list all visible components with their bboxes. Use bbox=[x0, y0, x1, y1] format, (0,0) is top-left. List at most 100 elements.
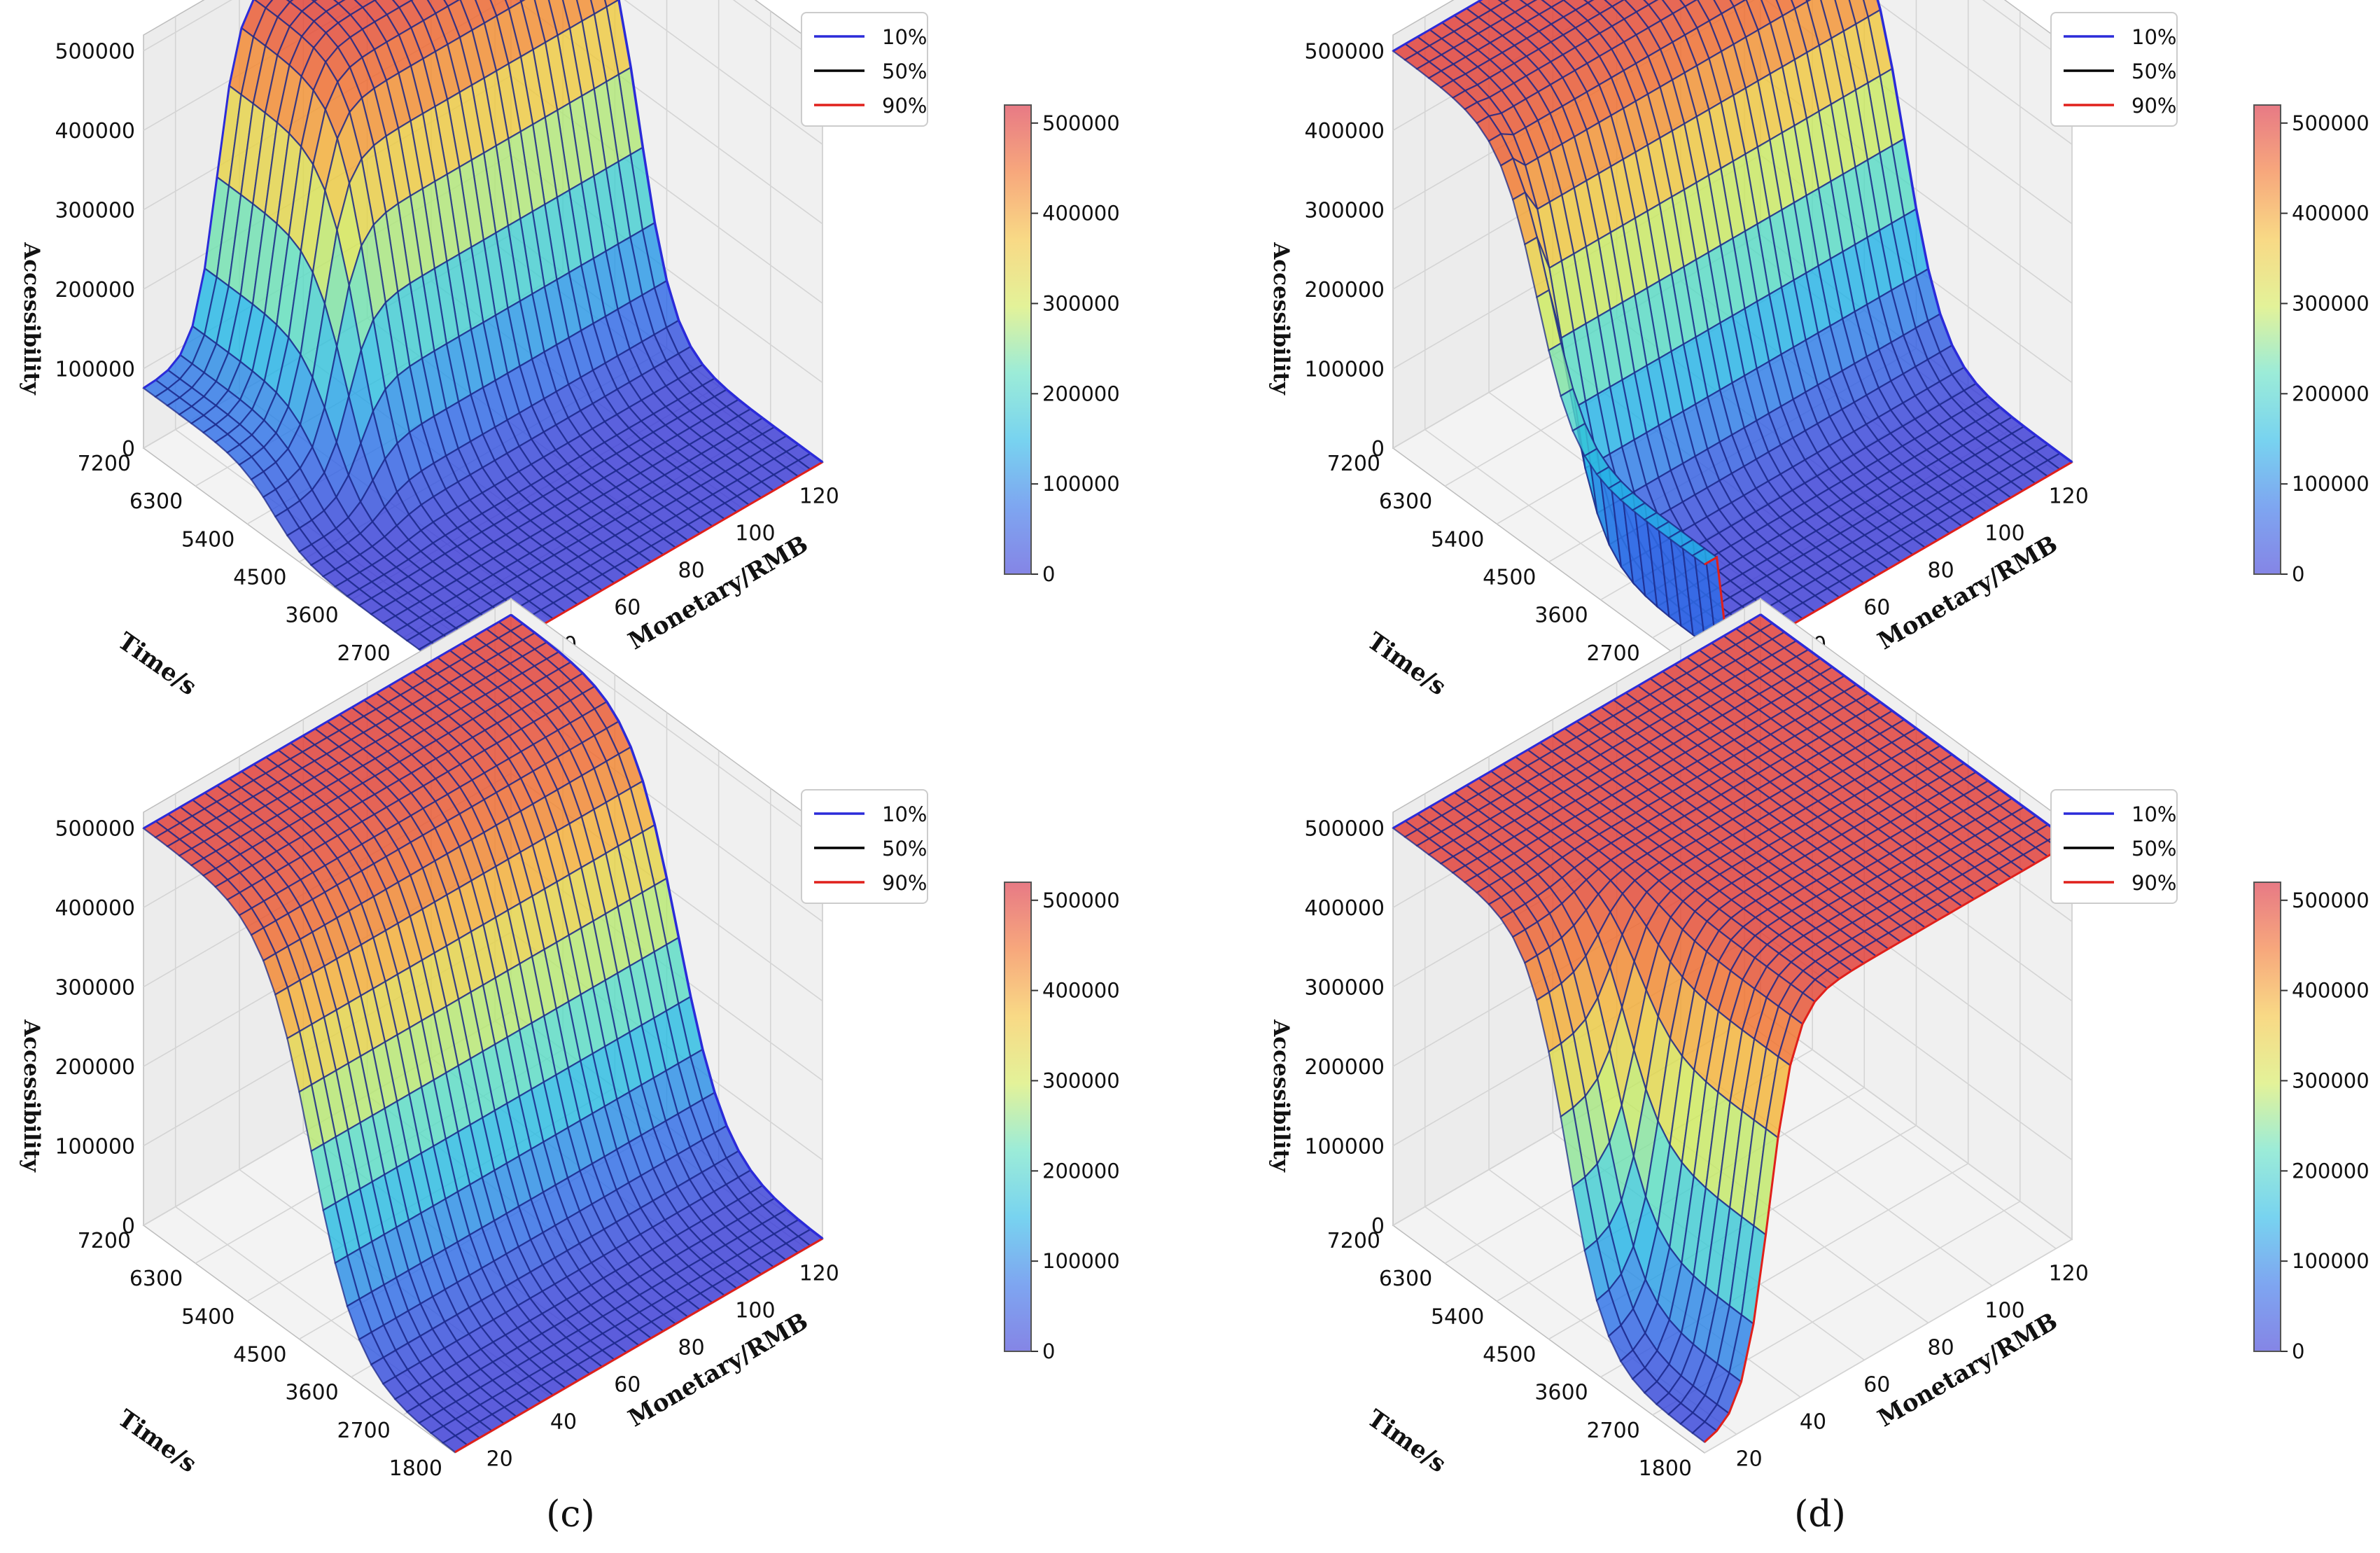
colorbar-bar bbox=[1004, 882, 1031, 1351]
time-tick-label: 2700 bbox=[1586, 641, 1639, 666]
time-axis-title: Time/s bbox=[1362, 627, 1451, 702]
z-axis-title: Accessibility bbox=[19, 1019, 44, 1173]
monetary-tick-label: 120 bbox=[2049, 1261, 2089, 1286]
colorbar-tick-label: 200000 bbox=[2292, 1159, 2370, 1183]
colorbar-tick-label: 200000 bbox=[1042, 1159, 1120, 1183]
time-tick-label: 6300 bbox=[130, 1267, 183, 1291]
z-tick-label: 100000 bbox=[1304, 1135, 1385, 1159]
colorbar-tick-label: 500000 bbox=[1042, 889, 1120, 912]
legend-label: 90% bbox=[882, 94, 927, 118]
colorbar-bar bbox=[1004, 105, 1031, 574]
z-tick-label: 100000 bbox=[55, 1135, 135, 1159]
colorbar-tick-label: 400000 bbox=[1042, 979, 1120, 1003]
legend-label: 50% bbox=[2132, 837, 2176, 861]
legend-label: 90% bbox=[2132, 871, 2176, 895]
z-tick-label: 500000 bbox=[55, 817, 135, 842]
legend: 10% 50% 90% bbox=[802, 790, 927, 903]
colorbar-tick-label: 300000 bbox=[2292, 291, 2370, 315]
monetary-tick-label: 40 bbox=[550, 1409, 577, 1434]
colorbar-tick-label: 400000 bbox=[1042, 202, 1120, 225]
monetary-tick-label: 60 bbox=[614, 1372, 640, 1397]
z-axis-title: Accessibility bbox=[1268, 242, 1294, 396]
legend-label: 90% bbox=[882, 871, 927, 895]
z-tick-label: 400000 bbox=[1304, 119, 1385, 144]
colorbar-tick-label: 100000 bbox=[1042, 472, 1120, 496]
time-tick-label: 4500 bbox=[1483, 1343, 1536, 1367]
colorbar-bar bbox=[2254, 105, 2281, 574]
time-tick-label: 1800 bbox=[389, 1456, 442, 1481]
monetary-tick-label: 20 bbox=[1736, 1447, 1763, 1472]
colorbar-tick-label: 500000 bbox=[1042, 111, 1120, 135]
time-tick-label: 5400 bbox=[181, 1304, 234, 1329]
colorbar-tick-label: 100000 bbox=[1042, 1249, 1120, 1273]
monetary-tick-label: 80 bbox=[678, 558, 705, 583]
colorbar-tick-label: 500000 bbox=[2292, 889, 2370, 912]
colorbar: 0 100000 200000 300000 400000 500000 bbox=[2254, 105, 2370, 586]
monetary-tick-label: 100 bbox=[1984, 1298, 2024, 1323]
time-tick-label: 1800 bbox=[1639, 1456, 1692, 1481]
time-tick-label: 5400 bbox=[1431, 527, 1484, 552]
colorbar-tick-label: 300000 bbox=[1042, 291, 1120, 315]
monetary-tick-label: 100 bbox=[1984, 521, 2024, 545]
monetary-tick-label: 120 bbox=[799, 1261, 839, 1286]
time-tick-label: 2700 bbox=[337, 1419, 390, 1443]
colorbar-bar bbox=[2254, 882, 2281, 1351]
time-tick-label: 2700 bbox=[337, 641, 390, 666]
z-axis-title: Accessibility bbox=[19, 242, 44, 396]
time-tick-label: 3600 bbox=[1534, 604, 1588, 628]
z-tick-label: 300000 bbox=[55, 976, 135, 1001]
time-tick-label: 7200 bbox=[78, 1229, 131, 1253]
time-tick-label: 3600 bbox=[1534, 1381, 1588, 1405]
colorbar-tick-label: 100000 bbox=[2292, 1249, 2370, 1273]
legend-label: 10% bbox=[882, 802, 927, 826]
monetary-tick-label: 20 bbox=[486, 1447, 513, 1472]
colorbar-tick-label: 500000 bbox=[2292, 111, 2370, 135]
z-tick-label: 200000 bbox=[55, 278, 135, 302]
monetary-tick-label: 60 bbox=[1863, 1372, 1890, 1397]
legend: 10%50%90% bbox=[2051, 13, 2177, 126]
monetary-tick-label: 40 bbox=[1800, 1409, 1826, 1434]
z-tick-label: 500000 bbox=[55, 40, 135, 64]
legend-label: 10% bbox=[2132, 802, 2176, 826]
colorbar-tick-label: 100000 bbox=[2292, 472, 2370, 496]
legend: 10% 50% 90% bbox=[2051, 790, 2177, 903]
monetary-tick-label: 120 bbox=[2049, 484, 2089, 508]
time-tick-label: 6300 bbox=[130, 489, 183, 514]
z-axis-title: Accessibility bbox=[1268, 1019, 1294, 1173]
monetary-tick-label: 100 bbox=[735, 521, 775, 545]
legend-label: 90% bbox=[2132, 94, 2176, 118]
time-tick-label: 4500 bbox=[233, 1343, 286, 1367]
legend-label: 50% bbox=[882, 837, 927, 861]
z-tick-label: 400000 bbox=[55, 119, 135, 144]
z-tick-label: 300000 bbox=[1304, 976, 1385, 1001]
z-tick-label: 100000 bbox=[1304, 358, 1385, 382]
colorbar-tick-label: 200000 bbox=[1042, 382, 1120, 405]
time-tick-label: 6300 bbox=[1379, 489, 1432, 514]
colorbar-tick-label: 0 bbox=[2292, 562, 2304, 586]
z-tick-label: 100000 bbox=[55, 358, 135, 382]
z-tick-label: 500000 bbox=[1304, 817, 1385, 842]
colorbar-tick-label: 200000 bbox=[2292, 382, 2370, 405]
legend: 10% 50% 90% bbox=[802, 13, 927, 126]
time-tick-label: 2700 bbox=[1586, 1419, 1639, 1443]
legend-label: 10% bbox=[882, 25, 927, 49]
z-tick-label: 400000 bbox=[1304, 896, 1385, 921]
colorbar-tick-label: 400000 bbox=[2292, 202, 2370, 225]
panel-caption: (c) bbox=[546, 1493, 595, 1535]
colorbar-tick-label: 0 bbox=[1042, 1339, 1055, 1363]
time-axis-title: Time/s bbox=[1362, 1405, 1451, 1479]
time-tick-label: 7200 bbox=[1327, 452, 1380, 476]
z-tick-label: 400000 bbox=[55, 896, 135, 921]
legend-label: 50% bbox=[882, 60, 927, 83]
monetary-tick-label: 120 bbox=[799, 484, 839, 508]
time-tick-label: 4500 bbox=[1483, 566, 1536, 590]
legend-label: 10% bbox=[2132, 25, 2176, 49]
panel-caption: (d) bbox=[1794, 1493, 1846, 1535]
colorbar-tick-label: 300000 bbox=[2292, 1068, 2370, 1092]
chart-panel-3: 0100000200000300000400000500000180027003… bbox=[1268, 599, 2370, 1535]
